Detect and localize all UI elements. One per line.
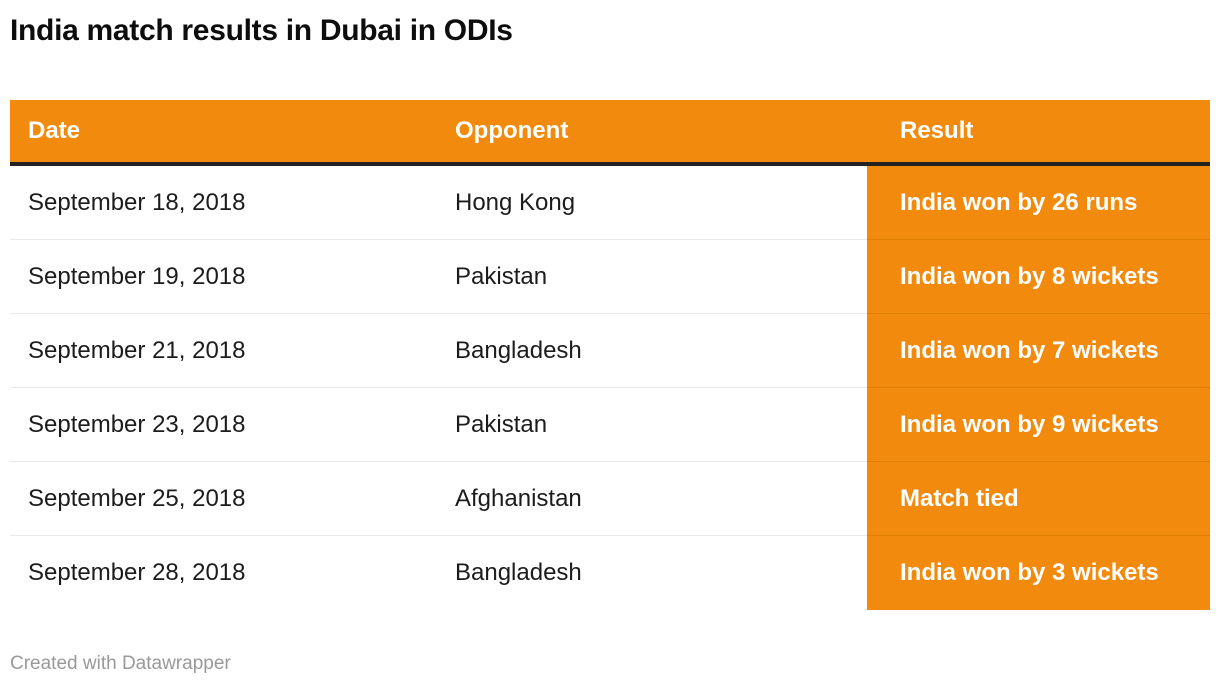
result-cell: India won by 9 wickets xyxy=(867,388,1210,462)
table-row: September 28, 2018 Bangladesh India won … xyxy=(10,536,1210,610)
result-cell: India won by 8 wickets xyxy=(867,240,1210,314)
column-header-result: Result xyxy=(900,117,974,144)
table-row: September 23, 2018 Pakistan India won by… xyxy=(10,388,1210,462)
date-cell: September 21, 2018 xyxy=(10,314,437,388)
result-cell: Match tied xyxy=(867,462,1210,536)
table-row: September 25, 2018 Afghanistan Match tie… xyxy=(10,462,1210,536)
opponent-cell: Afghanistan xyxy=(437,462,867,536)
result-cell: India won by 7 wickets xyxy=(867,314,1210,388)
opponent-cell: Bangladesh xyxy=(455,559,582,586)
table-row: September 18, 2018 Hong Kong India won b… xyxy=(10,166,1210,240)
table-header-row: Date Opponent Result xyxy=(10,100,1210,166)
date-cell: September 19, 2018 xyxy=(10,240,437,314)
opponent-cell: Pakistan xyxy=(437,388,867,462)
table-row: September 19, 2018 Pakistan India won by… xyxy=(10,240,1210,314)
opponent-cell: Bangladesh xyxy=(437,314,867,388)
opponent-cell: Hong Kong xyxy=(437,166,867,240)
result-cell: India won by 26 runs xyxy=(867,166,1210,240)
column-header-opponent: Opponent xyxy=(455,117,569,144)
date-cell: September 18, 2018 xyxy=(10,166,437,240)
date-cell: September 28, 2018 xyxy=(28,559,246,586)
date-cell: September 23, 2018 xyxy=(10,388,437,462)
attribution-text: Created with Datawrapper xyxy=(10,653,231,674)
result-cell: India won by 3 wickets xyxy=(867,536,1210,610)
column-header-date: Date xyxy=(28,117,81,144)
opponent-cell: Pakistan xyxy=(437,240,867,314)
table-row: September 21, 2018 Bangladesh India won … xyxy=(10,314,1210,388)
page-title: India match results in Dubai in ODIs xyxy=(10,14,513,47)
results-table: Date Opponent Result September 18, 2018 … xyxy=(10,100,1210,610)
date-cell: September 25, 2018 xyxy=(10,462,437,536)
